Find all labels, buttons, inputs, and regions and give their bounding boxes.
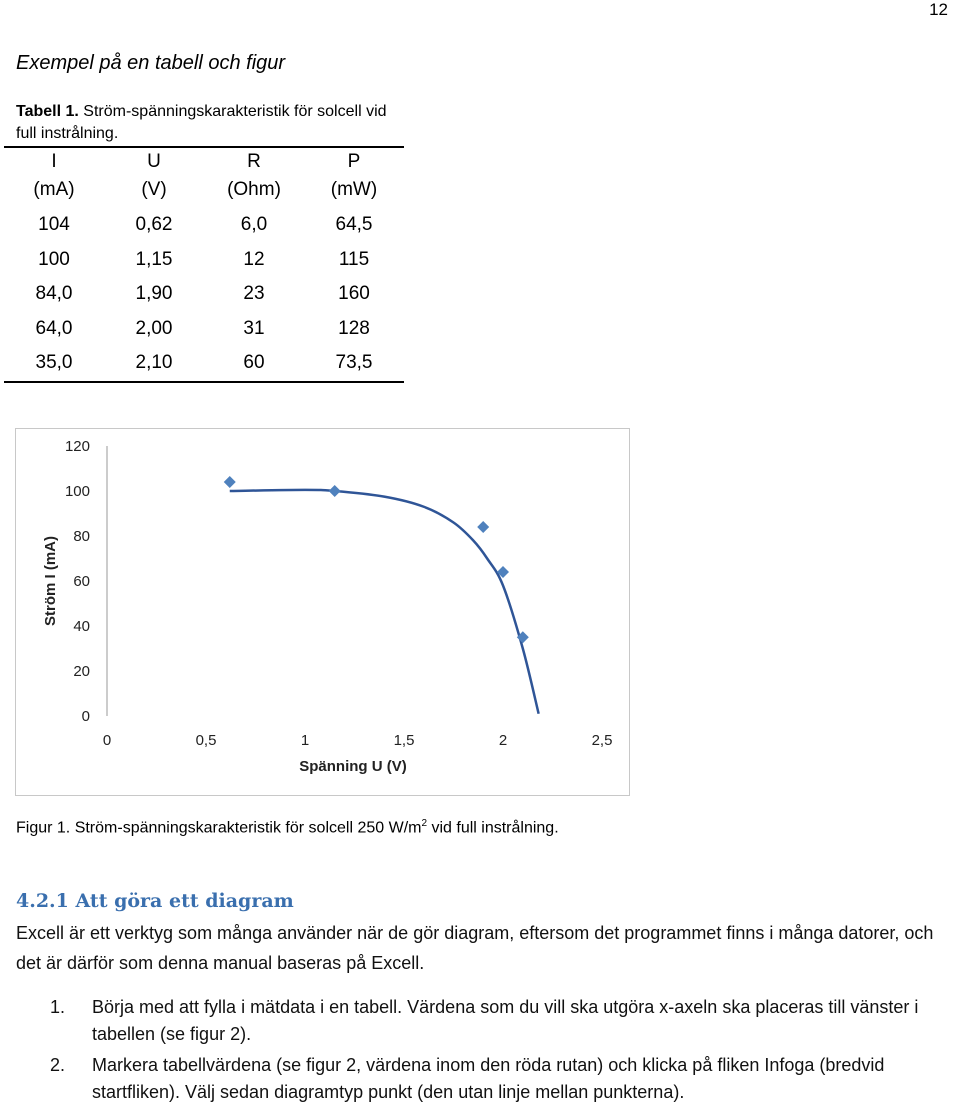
list-item: 2. Markera tabellvärdena (se figur 2, vä… [16,1052,946,1106]
table-cell: 73,5 [335,352,373,374]
y-tick-label: 120 [65,438,90,455]
y-tick-label: 60 [73,573,90,590]
table-unit-cell: (V) [141,179,167,200]
table-row: 35,0 2,10 60 73,5 [4,346,404,382]
table-cell: 1,15 [135,248,173,270]
example-heading: Exempel på en tabell och figur [16,52,286,74]
section-paragraph: Excell är ett verktyg som många använder… [16,923,934,973]
table-cell: 64,5 [335,214,373,236]
data-point [516,631,529,644]
table-row: 84,0 1,90 23 160 [4,277,404,312]
table-cell: 6,0 [240,214,268,236]
data-point [497,566,509,578]
table-cell: 128 [338,317,370,339]
y-tick-label: 20 [73,663,90,680]
list-item-text: Börja med att fylla i mätdata i en tabel… [92,997,919,1044]
x-axis-title: Spänning U (V) [299,758,407,775]
table-caption-label: Tabell 1. [16,103,79,120]
table-caption: Tabell 1. Ström-spänningskarakteristik f… [16,101,406,145]
y-tick-label: 100 [65,483,90,500]
list-item: 1. Börja med att fylla i mätdata i en ta… [16,994,946,1048]
table-cell: 64,0 [35,317,73,339]
table-cell: 12 [243,248,265,270]
x-tick-label: 1 [301,732,309,749]
y-tick-label: 0 [82,708,90,725]
x-tick-label: 2 [499,732,507,749]
x-tick-label: 1,5 [394,732,415,749]
trend-line [229,488,540,715]
list-item-number: 2. [50,1055,66,1075]
table-cell: 115 [338,248,370,270]
table-cell: 2,00 [135,317,173,339]
table-unit-cell: (mA) [33,179,75,200]
data-point [223,476,236,488]
x-tick-label: 0 [103,732,111,749]
data-point [328,485,341,497]
figure-caption-suffix: vid full instrålning. [427,819,559,837]
figure-caption-text: Figur 1. Ström-spänningskarakteristik fö… [16,819,422,837]
table-row: 100 1,15 12 115 [4,243,404,278]
list-item-number: 1. [50,997,66,1017]
table-caption-text: Ström-spänningskarakteristik för solcell… [16,103,387,142]
table-cell: 100 [38,248,70,270]
table-unit-cell: (Ohm) [227,179,281,200]
data-point [477,521,490,533]
section-heading: 4.2.1 Att göra ett diagram [16,890,294,912]
table-cell: 84,0 [35,283,73,305]
table-cell: 0,62 [135,214,173,236]
chart-frame: 0 20 40 60 80 100 120 0 0,5 1 1,5 2 2,5 Spänning U (V… [15,428,630,796]
data-table: I U R P (mA) (V) (Ohm) (mW) 104 0,62 6,0… [4,146,404,383]
x-tick-label: 0,5 [196,732,217,749]
table-cell: 2,10 [135,352,173,374]
table-unit-cell: (mW) [330,179,378,200]
table-cell: 31 [243,317,265,339]
table-header-cell: P [347,151,361,172]
y-axis-title: Ström I (mA) [42,536,59,626]
table-cell: 1,90 [135,283,173,305]
iv-chart: 0 20 40 60 80 100 120 0 0,5 1 1,5 2 2,5 Spänning U (V… [42,438,613,775]
table-row: 104 0,62 6,0 64,5 [4,208,404,243]
figure-caption: Figur 1. Ström-spänningskarakteristik fö… [16,818,559,837]
y-tick-label: 40 [73,618,90,635]
table-header-cell: I [51,151,57,172]
page-number: 12 [929,0,948,19]
table-header-cell: R [247,151,261,172]
figure-caption-superscript: 2 [421,818,428,829]
table-units-row: (mA) (V) (Ohm) (mW) [4,176,404,208]
list-item-text: Markera tabellvärdena (se figur 2, värde… [92,1055,885,1102]
table-cell: 35,0 [35,352,73,374]
instruction-list: 1. Börja med att fylla i mätdata i en ta… [16,994,946,1110]
x-tick-label: 2,5 [592,732,613,749]
table-cell: 60 [243,352,265,374]
y-tick-label: 80 [73,528,90,545]
table-cell: 23 [243,283,265,305]
table-header-cell: U [147,151,161,172]
table-cell: 160 [338,283,370,305]
table-header-row: I U R P [4,147,404,176]
table-cell: 104 [38,214,70,236]
table-row: 64,0 2,00 31 128 [4,312,404,347]
